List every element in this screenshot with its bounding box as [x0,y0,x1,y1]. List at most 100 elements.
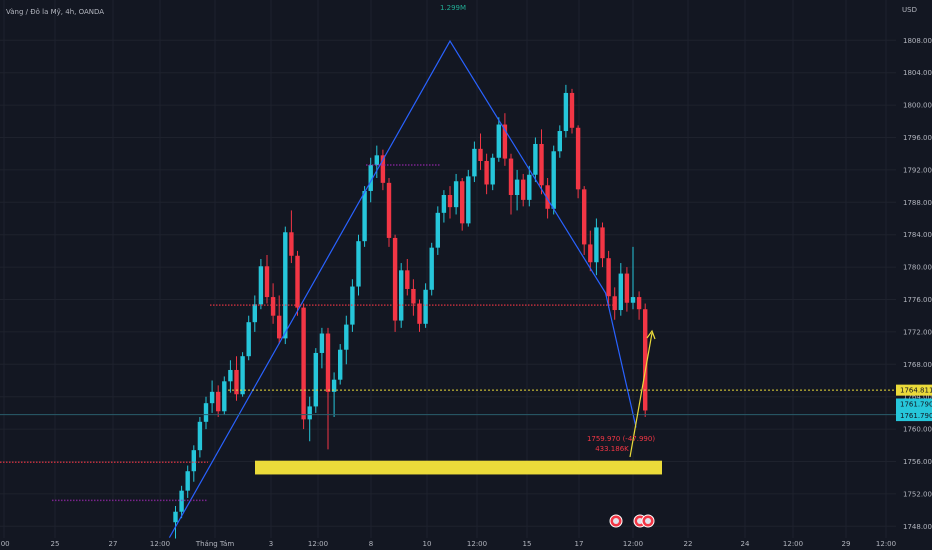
candle-up [191,450,196,472]
candle-up [490,157,495,185]
drop-annotation-line2: 433.186K [595,445,629,453]
x-tick-label: 25 [51,540,60,548]
candle-up [472,148,477,177]
event-flag-center [645,518,651,524]
x-tick-label: 27 [109,540,118,548]
candle-up [209,391,215,404]
candle-down [277,315,282,339]
x-tick-label: 12:00 [308,540,328,548]
price-axis: 1748.000 1752.000 1756.000 1760.000 1764.000… [903,37,932,531]
candle-up [362,190,367,242]
y-tick-label: 1772.000 [903,328,932,336]
candle-up [496,124,501,158]
candle-up [435,212,440,248]
candle-down [582,189,587,245]
candle-up [423,289,428,324]
candle-up [594,227,599,263]
x-tick-label: 24 [741,540,750,548]
current-price-tag-bg [896,384,932,396]
x-tick-label: 8 [369,540,373,548]
candle-down [234,369,239,395]
candle-down [502,124,508,159]
candle-down [380,155,386,183]
candle-up [338,349,343,380]
candle-down [216,391,221,412]
candle-up [630,297,636,303]
candle-up [246,322,251,357]
overlays-layer [0,164,896,528]
candle-up [618,273,623,311]
candle-up [453,181,459,208]
y-tick-label: 1768.000 [903,361,932,369]
x-tick-label: 12:00 [623,540,643,548]
candle-down [392,237,398,321]
candle-up [551,151,556,209]
x-tick-label: 3 [269,540,273,548]
candle-up [185,471,190,491]
candle-up [399,270,404,321]
candle-down [447,195,453,208]
y-tick-label: 1796.000 [903,134,932,142]
candle-down [600,227,605,259]
candle-up [344,324,349,350]
x-tick-label: :00 [0,540,10,548]
level-a-tag: 1761.790 [900,400,932,408]
currency-label: USD [902,6,917,14]
candle-up [258,266,264,305]
candle-up [374,155,379,166]
candle-down [521,179,526,200]
candle-down [624,273,630,303]
y-tick-label: 1792.000 [903,166,932,174]
y-tick-label: 1756.000 [903,458,932,466]
candle-down [411,288,416,304]
candle-down [508,158,514,196]
candle-down [270,297,276,316]
candle-down [289,232,294,256]
candle-up [203,403,209,422]
candle-up [527,174,532,200]
x-tick-label: 15 [523,540,532,548]
y-tick-label: 1780.000 [903,264,932,272]
candle-down [588,244,593,263]
candles-layer [173,84,648,539]
projection-arrow [629,332,653,458]
time-axis[interactable]: :00 25 27 12:00 Tháng Tám 3 12:00 8 10 12:00 15 17 1… [0,540,896,548]
y-tick-label: 1784.000 [903,231,932,239]
candle-down [636,297,642,310]
candle-up [240,356,245,395]
y-tick-label: 1804.000 [903,69,932,77]
price-axis-panel[interactable] [896,0,932,550]
y-tick-label: 1748.000 [903,523,932,531]
candle-up [331,379,337,392]
y-tick-label: 1764.000 [903,393,932,401]
y-tick-label: 1788.000 [903,199,932,207]
y-tick-label: 1800.000 [903,102,932,110]
candle-down [386,182,392,238]
candle-up [368,165,373,191]
candle-down [478,148,483,161]
candle-up [228,369,233,382]
y-tick-label: 1776.000 [903,296,932,304]
candle-down [460,181,465,224]
candle-down [575,127,581,190]
event-flag-center [637,518,643,524]
candle-down [643,309,648,411]
candle-down [295,255,300,308]
candle-down [325,333,331,392]
y-tick-label: 1808.000 [903,37,932,45]
candle-down [569,92,575,128]
candle-down [301,307,306,420]
candle-up [307,406,312,420]
x-tick-label: 12:00 [467,540,487,548]
level-a-tag-bg [896,398,932,410]
candle-down [612,296,617,311]
chart-title: Vàng / Đô la Mỹ, 4h, OANDA [6,8,104,16]
candle-up [466,176,471,224]
y-tick-label: 1752.000 [903,490,932,498]
candle-up [441,195,447,213]
candle-down [539,143,544,186]
level-b-tag-bg [896,410,932,422]
